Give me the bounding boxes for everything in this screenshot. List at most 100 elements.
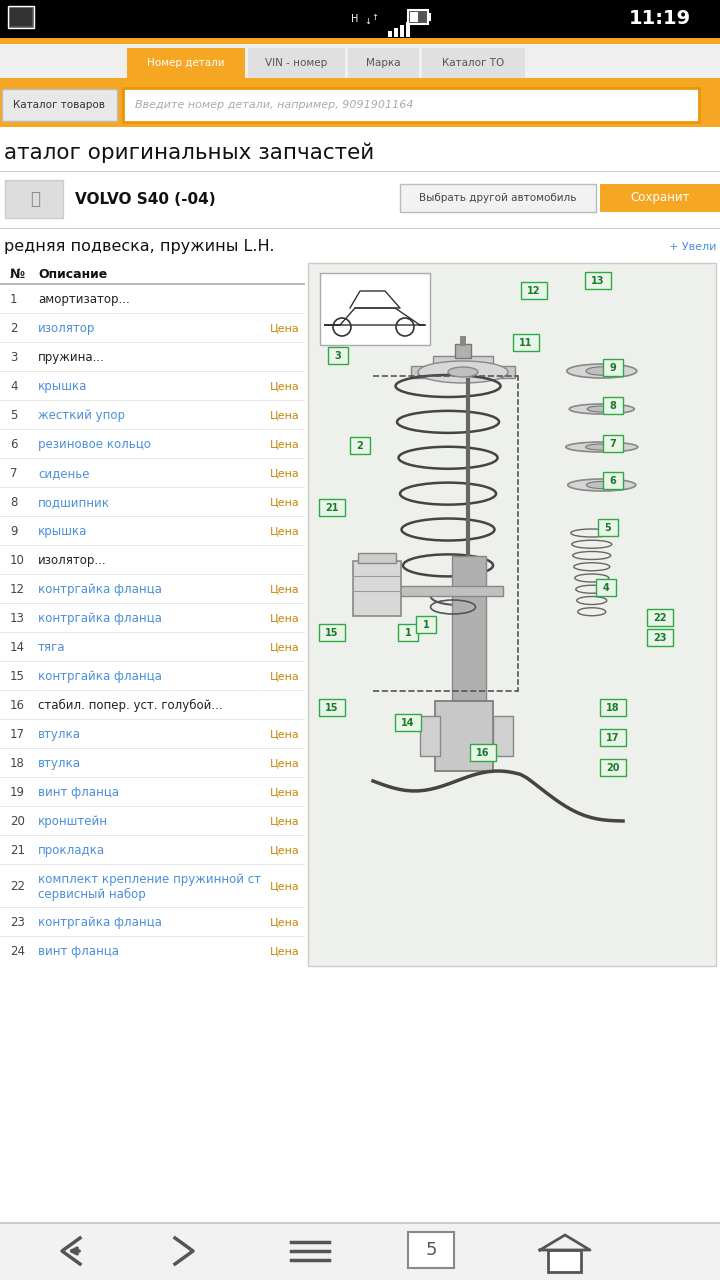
Bar — [0, 0, 720, 38]
Bar — [0, 172, 720, 228]
Text: 14: 14 — [10, 641, 25, 654]
Text: Цена: Цена — [270, 498, 300, 507]
Text: 22: 22 — [10, 881, 25, 893]
Text: резиновое кольцо: резиновое кольцо — [38, 438, 151, 451]
Text: 6: 6 — [610, 476, 616, 486]
Bar — [0, 78, 720, 83]
Text: тяга: тяга — [38, 641, 66, 654]
Text: 7: 7 — [610, 439, 616, 449]
Text: 10: 10 — [10, 554, 25, 567]
Bar — [422, 47, 525, 78]
Bar — [0, 283, 305, 284]
Text: Цена: Цена — [270, 613, 300, 623]
Text: редняя подвеска, пружины L.H.: редняя подвеска, пружины L.H. — [4, 239, 274, 255]
Text: Цена: Цена — [270, 585, 300, 594]
Text: 21: 21 — [325, 503, 338, 513]
Text: 19: 19 — [10, 786, 25, 799]
Text: 1: 1 — [10, 293, 17, 306]
Text: 5: 5 — [10, 410, 17, 422]
Ellipse shape — [587, 481, 617, 489]
Bar — [408, 1231, 454, 1268]
Text: 🚙: 🚙 — [30, 189, 40, 207]
Bar — [5, 180, 63, 218]
Text: 20: 20 — [606, 763, 620, 773]
Bar — [603, 472, 623, 489]
Text: Сохранит: Сохранит — [630, 192, 690, 205]
Ellipse shape — [585, 444, 618, 451]
Bar — [395, 714, 421, 731]
Bar — [2, 90, 117, 122]
Bar — [452, 556, 486, 701]
Bar — [603, 358, 623, 376]
Text: 4: 4 — [603, 582, 609, 593]
Text: Цена: Цена — [270, 643, 300, 653]
Text: 12: 12 — [527, 285, 541, 296]
Bar — [8, 6, 34, 28]
Text: Цена: Цена — [270, 817, 300, 827]
Text: Цена: Цена — [270, 381, 300, 392]
Text: 18: 18 — [606, 703, 620, 713]
Text: Цена: Цена — [270, 526, 300, 536]
Bar — [353, 561, 401, 616]
Text: жесткий упор: жесткий упор — [38, 410, 125, 422]
Text: VIN - номер: VIN - номер — [266, 58, 328, 68]
Text: втулка: втулка — [38, 756, 81, 771]
Text: Цена: Цена — [270, 787, 300, 797]
Text: 15: 15 — [325, 703, 338, 713]
Text: ↑: ↑ — [372, 13, 379, 22]
Text: крышка: крышка — [38, 525, 87, 538]
Text: Цена: Цена — [270, 759, 300, 768]
Bar — [585, 271, 611, 289]
Text: 8: 8 — [610, 401, 616, 411]
Bar — [435, 701, 493, 771]
Bar — [319, 499, 345, 516]
Bar — [603, 397, 623, 413]
Text: H: H — [351, 14, 359, 24]
Text: сиденье: сиденье — [38, 467, 89, 480]
Bar — [647, 609, 673, 626]
Text: изолятор...: изолятор... — [38, 554, 107, 567]
Text: 22: 22 — [653, 613, 667, 623]
Bar — [394, 28, 398, 37]
Text: 15: 15 — [10, 669, 25, 684]
Bar — [123, 88, 699, 122]
Ellipse shape — [586, 367, 618, 375]
Bar — [248, 47, 345, 78]
Text: Введите номер детали, например, 9091901164: Введите номер детали, например, 90919011… — [135, 100, 413, 110]
Text: Цена: Цена — [270, 730, 300, 740]
Ellipse shape — [567, 364, 636, 378]
Bar — [400, 26, 404, 37]
Text: Описание: Описание — [38, 268, 107, 280]
Text: 15: 15 — [325, 628, 338, 637]
Text: 16: 16 — [10, 699, 25, 712]
Bar — [393, 586, 503, 596]
Text: 16: 16 — [476, 748, 490, 758]
Text: 12: 12 — [10, 582, 25, 596]
Text: Номер детали: Номер детали — [147, 58, 225, 68]
Bar — [600, 759, 626, 776]
Bar — [428, 13, 431, 20]
Bar — [10, 8, 32, 26]
Bar — [388, 31, 392, 37]
Text: 17: 17 — [10, 728, 25, 741]
Text: 11:19: 11:19 — [629, 9, 691, 28]
Text: 14: 14 — [401, 718, 415, 728]
Bar — [328, 347, 348, 364]
Bar — [600, 184, 720, 212]
Text: контргайка фланца: контргайка фланца — [38, 916, 162, 929]
Text: 23: 23 — [653, 634, 667, 643]
Bar — [460, 335, 466, 346]
Ellipse shape — [448, 367, 478, 378]
Bar — [603, 435, 623, 452]
Bar — [400, 184, 596, 212]
Bar — [420, 716, 440, 756]
Text: Цена: Цена — [270, 468, 300, 479]
Text: Цена: Цена — [270, 439, 300, 449]
Bar — [319, 623, 345, 641]
Ellipse shape — [418, 361, 508, 383]
Text: Цена: Цена — [270, 324, 300, 334]
Bar — [493, 716, 513, 756]
Text: пружина...: пружина... — [38, 351, 105, 364]
Text: 13: 13 — [591, 276, 605, 285]
Text: 17: 17 — [606, 733, 620, 742]
